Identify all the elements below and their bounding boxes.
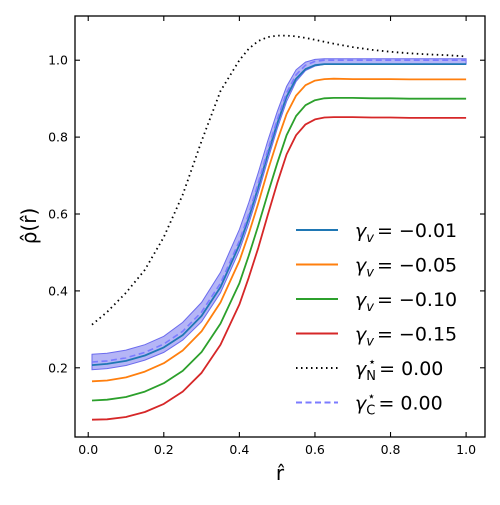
series-line-2 <box>91 97 467 402</box>
series-line-0 <box>91 63 467 366</box>
y-axis-label: ρ̂(r̂) <box>17 208 41 245</box>
series-line-3 <box>91 116 467 421</box>
plot-area <box>91 34 467 421</box>
legend-label-1: γv = −0.05 <box>355 255 457 281</box>
y-tick-label: 1.0 <box>48 53 68 68</box>
y-tick-label: 0.6 <box>48 207 68 222</box>
series-line-1 <box>91 77 467 383</box>
y-tick-label: 0.8 <box>48 130 68 145</box>
x-tick-label: 0.4 <box>229 442 249 457</box>
x-tick-label: 0.2 <box>154 442 174 457</box>
series-line-5 <box>91 59 467 363</box>
y-tick-label: 0.4 <box>48 283 68 298</box>
legend-label-5: γC⋆ = 0.00 <box>355 390 443 419</box>
legend-label-2: γv = −0.10 <box>355 289 457 315</box>
x-tick-label: 0.0 <box>78 442 98 457</box>
x-axis-label: r̂ <box>276 461 285 485</box>
x-tick-label: 0.6 <box>305 442 325 457</box>
plot-frame <box>74 15 486 438</box>
legend: γv = −0.01 γv = −0.05 γv = −0.10 γv = −0.15 γN⋆ =… <box>296 220 457 419</box>
legend-label-0: γv = −0.01 <box>355 220 457 246</box>
series-line-4 <box>91 34 467 326</box>
x-tick-label: 1.0 <box>456 442 476 457</box>
legend-label-3: γv = −0.15 <box>355 324 457 350</box>
y-tick-label: 0.2 <box>48 360 68 375</box>
x-tick-label: 0.8 <box>381 442 401 457</box>
legend-label-4: γN⋆ = 0.00 <box>355 355 443 384</box>
